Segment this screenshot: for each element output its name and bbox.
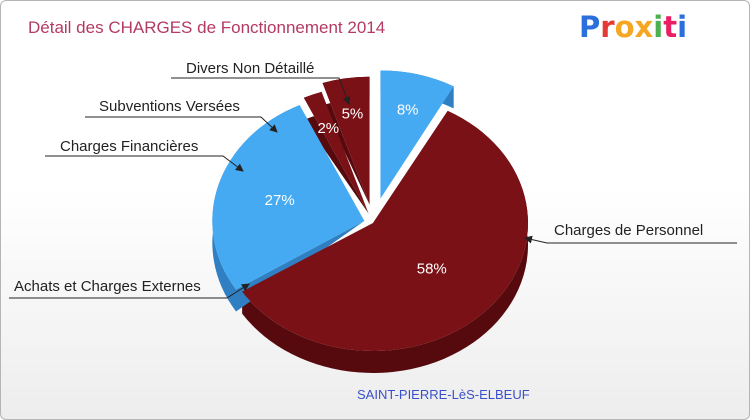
pie-slice-divers-non-detaille[interactable] xyxy=(380,70,454,199)
logo-letter: o xyxy=(615,10,635,44)
logo-letter: t xyxy=(663,10,677,44)
proxiti-logo: Proxiti xyxy=(579,10,687,44)
logo-letter: i xyxy=(677,10,687,44)
pct-label-subventions-versees: 5% xyxy=(342,106,364,123)
pct-label-achats-et-charges-externes: 27% xyxy=(265,192,295,209)
callout-line-charges-de-personnel xyxy=(524,235,737,244)
city-name: SAINT-PIERRE-LèS-ELBEUF xyxy=(357,387,530,402)
callout-label-charges-financieres: Charges Financières xyxy=(60,138,198,155)
pie-slice-charges-de-personnel[interactable] xyxy=(242,110,529,352)
pct-label-charges-financieres: 2% xyxy=(317,120,339,137)
callout-line-subventions-versees xyxy=(85,116,278,133)
callout-label-subventions-versees: Subventions Versées xyxy=(99,98,240,115)
pie-slice-subventions-versees[interactable] xyxy=(322,76,370,205)
callout-label-charges-de-personnel: Charges de Personnel xyxy=(554,222,703,239)
logo-letter: i xyxy=(653,10,663,44)
pie-slice-tops xyxy=(212,70,529,352)
pie-slice-achats-et-charges-externes[interactable] xyxy=(212,105,365,290)
pct-label-divers-non-detaille: 8% xyxy=(397,101,419,118)
category-callouts: Charges de Personnel Achats et Charges Ex… xyxy=(9,60,737,299)
logo-letter: r xyxy=(600,10,615,44)
chart-title: Détail des CHARGES de Fonctionnement 201… xyxy=(28,18,385,37)
callout-label-divers-non-detaille: Divers Non Détaillé xyxy=(186,60,314,77)
pie-slice-charges-financieres[interactable] xyxy=(303,91,369,214)
callout-line-divers-non-detaille xyxy=(171,77,351,105)
callout-label-achats-et-charges-externes: Achats et Charges Externes xyxy=(14,278,201,295)
pct-label-charges-de-personnel: 58% xyxy=(417,261,447,278)
callout-line-charges-financieres xyxy=(45,155,244,172)
callout-line-achats-et-charges-externes xyxy=(9,283,250,299)
percentage-labels: 58% 27% 2%5% 8% xyxy=(265,101,447,277)
logo-letter: x xyxy=(635,10,654,44)
logo-letter: P xyxy=(579,10,600,44)
